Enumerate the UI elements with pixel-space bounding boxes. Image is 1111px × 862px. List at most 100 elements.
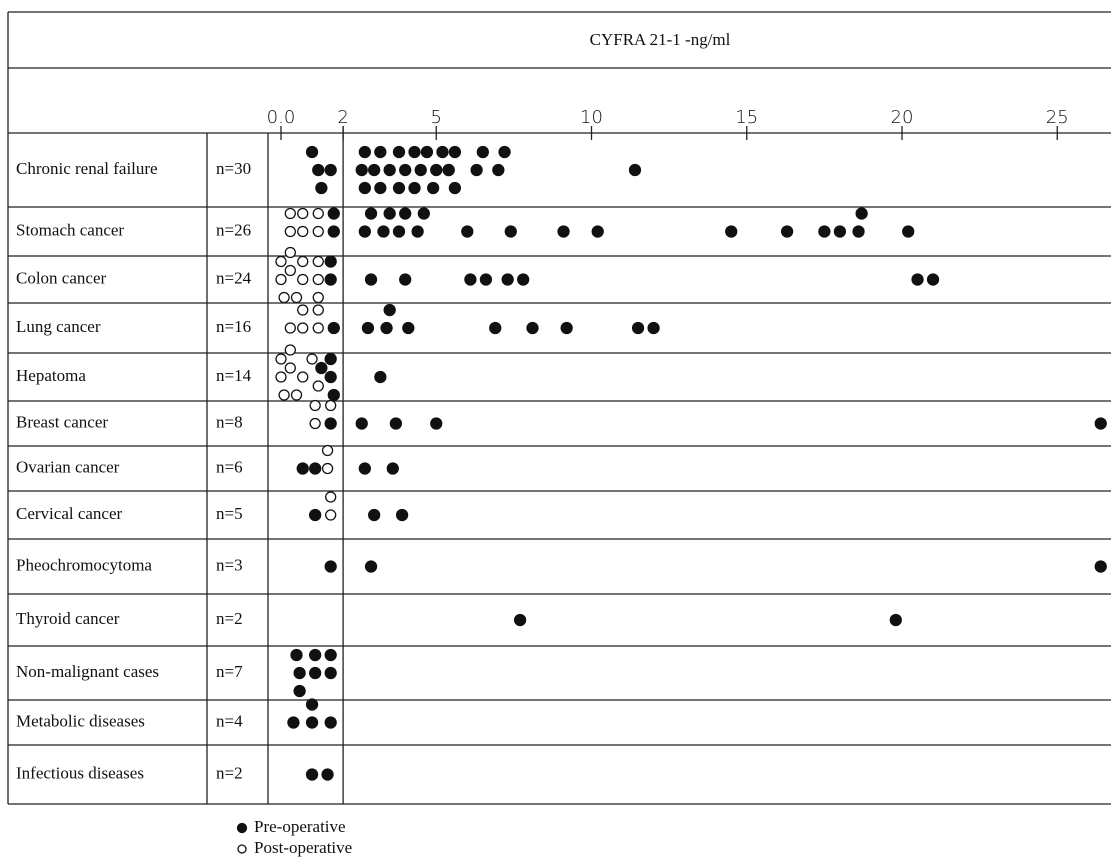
category-label: Stomach cancer — [16, 220, 124, 239]
category-label: Hepatoma — [16, 366, 86, 385]
pre-operative-dot — [461, 225, 474, 238]
pre-operative-dot — [355, 417, 368, 430]
pre-operative-dot — [591, 225, 604, 238]
post-operative-dot — [312, 273, 324, 286]
pre-operative-dot — [355, 163, 368, 177]
post-operative-dot — [297, 304, 309, 316]
pre-operative-dot — [312, 163, 325, 177]
post-operative-dot — [312, 380, 324, 392]
post-operative-dot — [297, 225, 309, 238]
pre-operative-dot — [399, 163, 412, 177]
post-operative-dot — [309, 399, 321, 412]
n-label: n=8 — [216, 412, 243, 431]
pre-operative-dot — [833, 225, 847, 238]
post-operative-dot — [297, 207, 309, 220]
post-operative-dot — [290, 389, 303, 401]
n-label: n=2 — [216, 763, 243, 782]
category-label: Breast cancer — [16, 412, 108, 431]
pre-operative-dot — [374, 370, 387, 384]
post-operative-dot — [284, 246, 296, 259]
category-label: Ovarian cancer — [16, 457, 120, 476]
pre-operative-dot — [293, 666, 306, 680]
pre-operative-dot — [628, 163, 642, 177]
pre-operative-dot — [408, 181, 421, 195]
pre-operative-dot — [855, 207, 868, 220]
pre-operative-dot — [327, 321, 340, 335]
pre-operative-dot — [818, 225, 831, 238]
pre-operative-dot — [725, 225, 738, 238]
post-operative-dot — [278, 389, 290, 401]
n-label: n=2 — [216, 609, 243, 628]
pre-operative-dot — [1094, 560, 1107, 573]
x-tick-label: 5 — [431, 107, 442, 128]
pre-operative-dot — [448, 145, 462, 159]
pre-operative-dot — [402, 321, 415, 335]
pre-operative-dot — [448, 181, 462, 195]
post-operative-dot — [284, 207, 296, 220]
post-operative-dot — [321, 462, 334, 475]
post-operative-dot — [284, 225, 296, 238]
pre-operative-dot — [414, 163, 427, 177]
post-operative-dot — [325, 399, 337, 412]
pre-operative-dot — [374, 145, 387, 159]
pre-operative-dot — [324, 255, 337, 268]
x-tick-label: 15 — [735, 107, 758, 128]
pre-operative-dot — [305, 768, 319, 781]
n-label: n=4 — [216, 711, 243, 730]
x-tick-label: 10 — [580, 107, 603, 128]
pre-operative-dot — [501, 273, 514, 286]
pre-operative-dot — [367, 163, 381, 177]
pre-operative-dot — [309, 666, 322, 680]
pre-operative-dot — [358, 145, 371, 159]
pre-operative-dot — [324, 560, 337, 573]
post-operative-dot — [284, 322, 296, 334]
post-operative-dot — [290, 291, 303, 304]
chart-title: CYFRA 21-1 -ng/ml — [590, 30, 731, 49]
pre-operative-dot — [287, 716, 300, 729]
pre-operative-dot — [911, 273, 924, 286]
pre-operative-dot — [513, 613, 527, 627]
pre-operative-dot — [374, 181, 387, 195]
legend-label: Pre-operative — [254, 817, 346, 836]
pre-operative-dot — [420, 145, 434, 159]
pre-operative-dot — [309, 508, 322, 522]
pre-operative-dot — [395, 508, 409, 522]
pre-operative-dot — [426, 181, 440, 195]
n-label: n=24 — [216, 268, 252, 287]
legend-marker — [236, 822, 248, 834]
pre-operative-dot — [377, 225, 390, 238]
n-label: n=14 — [216, 366, 252, 385]
pre-operative-dot — [358, 225, 371, 238]
pre-operative-dot — [324, 163, 337, 177]
pre-operative-dot — [364, 560, 378, 573]
pre-operative-dot — [290, 648, 303, 662]
pre-operative-dot — [399, 207, 412, 220]
pre-operative-dot — [358, 181, 371, 195]
pre-operative-dot — [392, 225, 406, 238]
pre-operative-dot — [560, 321, 573, 335]
post-operative-dot — [306, 353, 318, 365]
pre-operative-dot — [327, 388, 340, 402]
pre-operative-dot — [852, 225, 865, 238]
pre-operative-dot — [367, 508, 381, 522]
pre-operative-dot — [631, 321, 645, 335]
pre-operative-dot — [324, 417, 337, 430]
pre-operative-dot — [383, 207, 396, 220]
pre-operative-dot — [324, 716, 337, 729]
pre-operative-dot — [315, 361, 328, 375]
n-label: n=7 — [216, 662, 243, 681]
post-operative-dot — [325, 491, 337, 503]
pre-operative-dot — [902, 225, 915, 238]
pre-operative-dot — [1094, 417, 1107, 430]
post-operative-dot — [284, 264, 296, 277]
post-operative-dot — [312, 304, 324, 316]
n-label: n=5 — [216, 504, 243, 523]
pre-operative-dot — [305, 716, 319, 729]
pre-operative-dot — [647, 321, 660, 335]
post-operative-dot — [312, 225, 324, 238]
pre-operative-dot — [417, 207, 430, 220]
category-label: Non-malignant cases — [16, 662, 159, 681]
post-operative-dot — [325, 509, 337, 521]
post-operative-dot — [297, 273, 309, 286]
pre-operative-dot — [309, 462, 322, 475]
